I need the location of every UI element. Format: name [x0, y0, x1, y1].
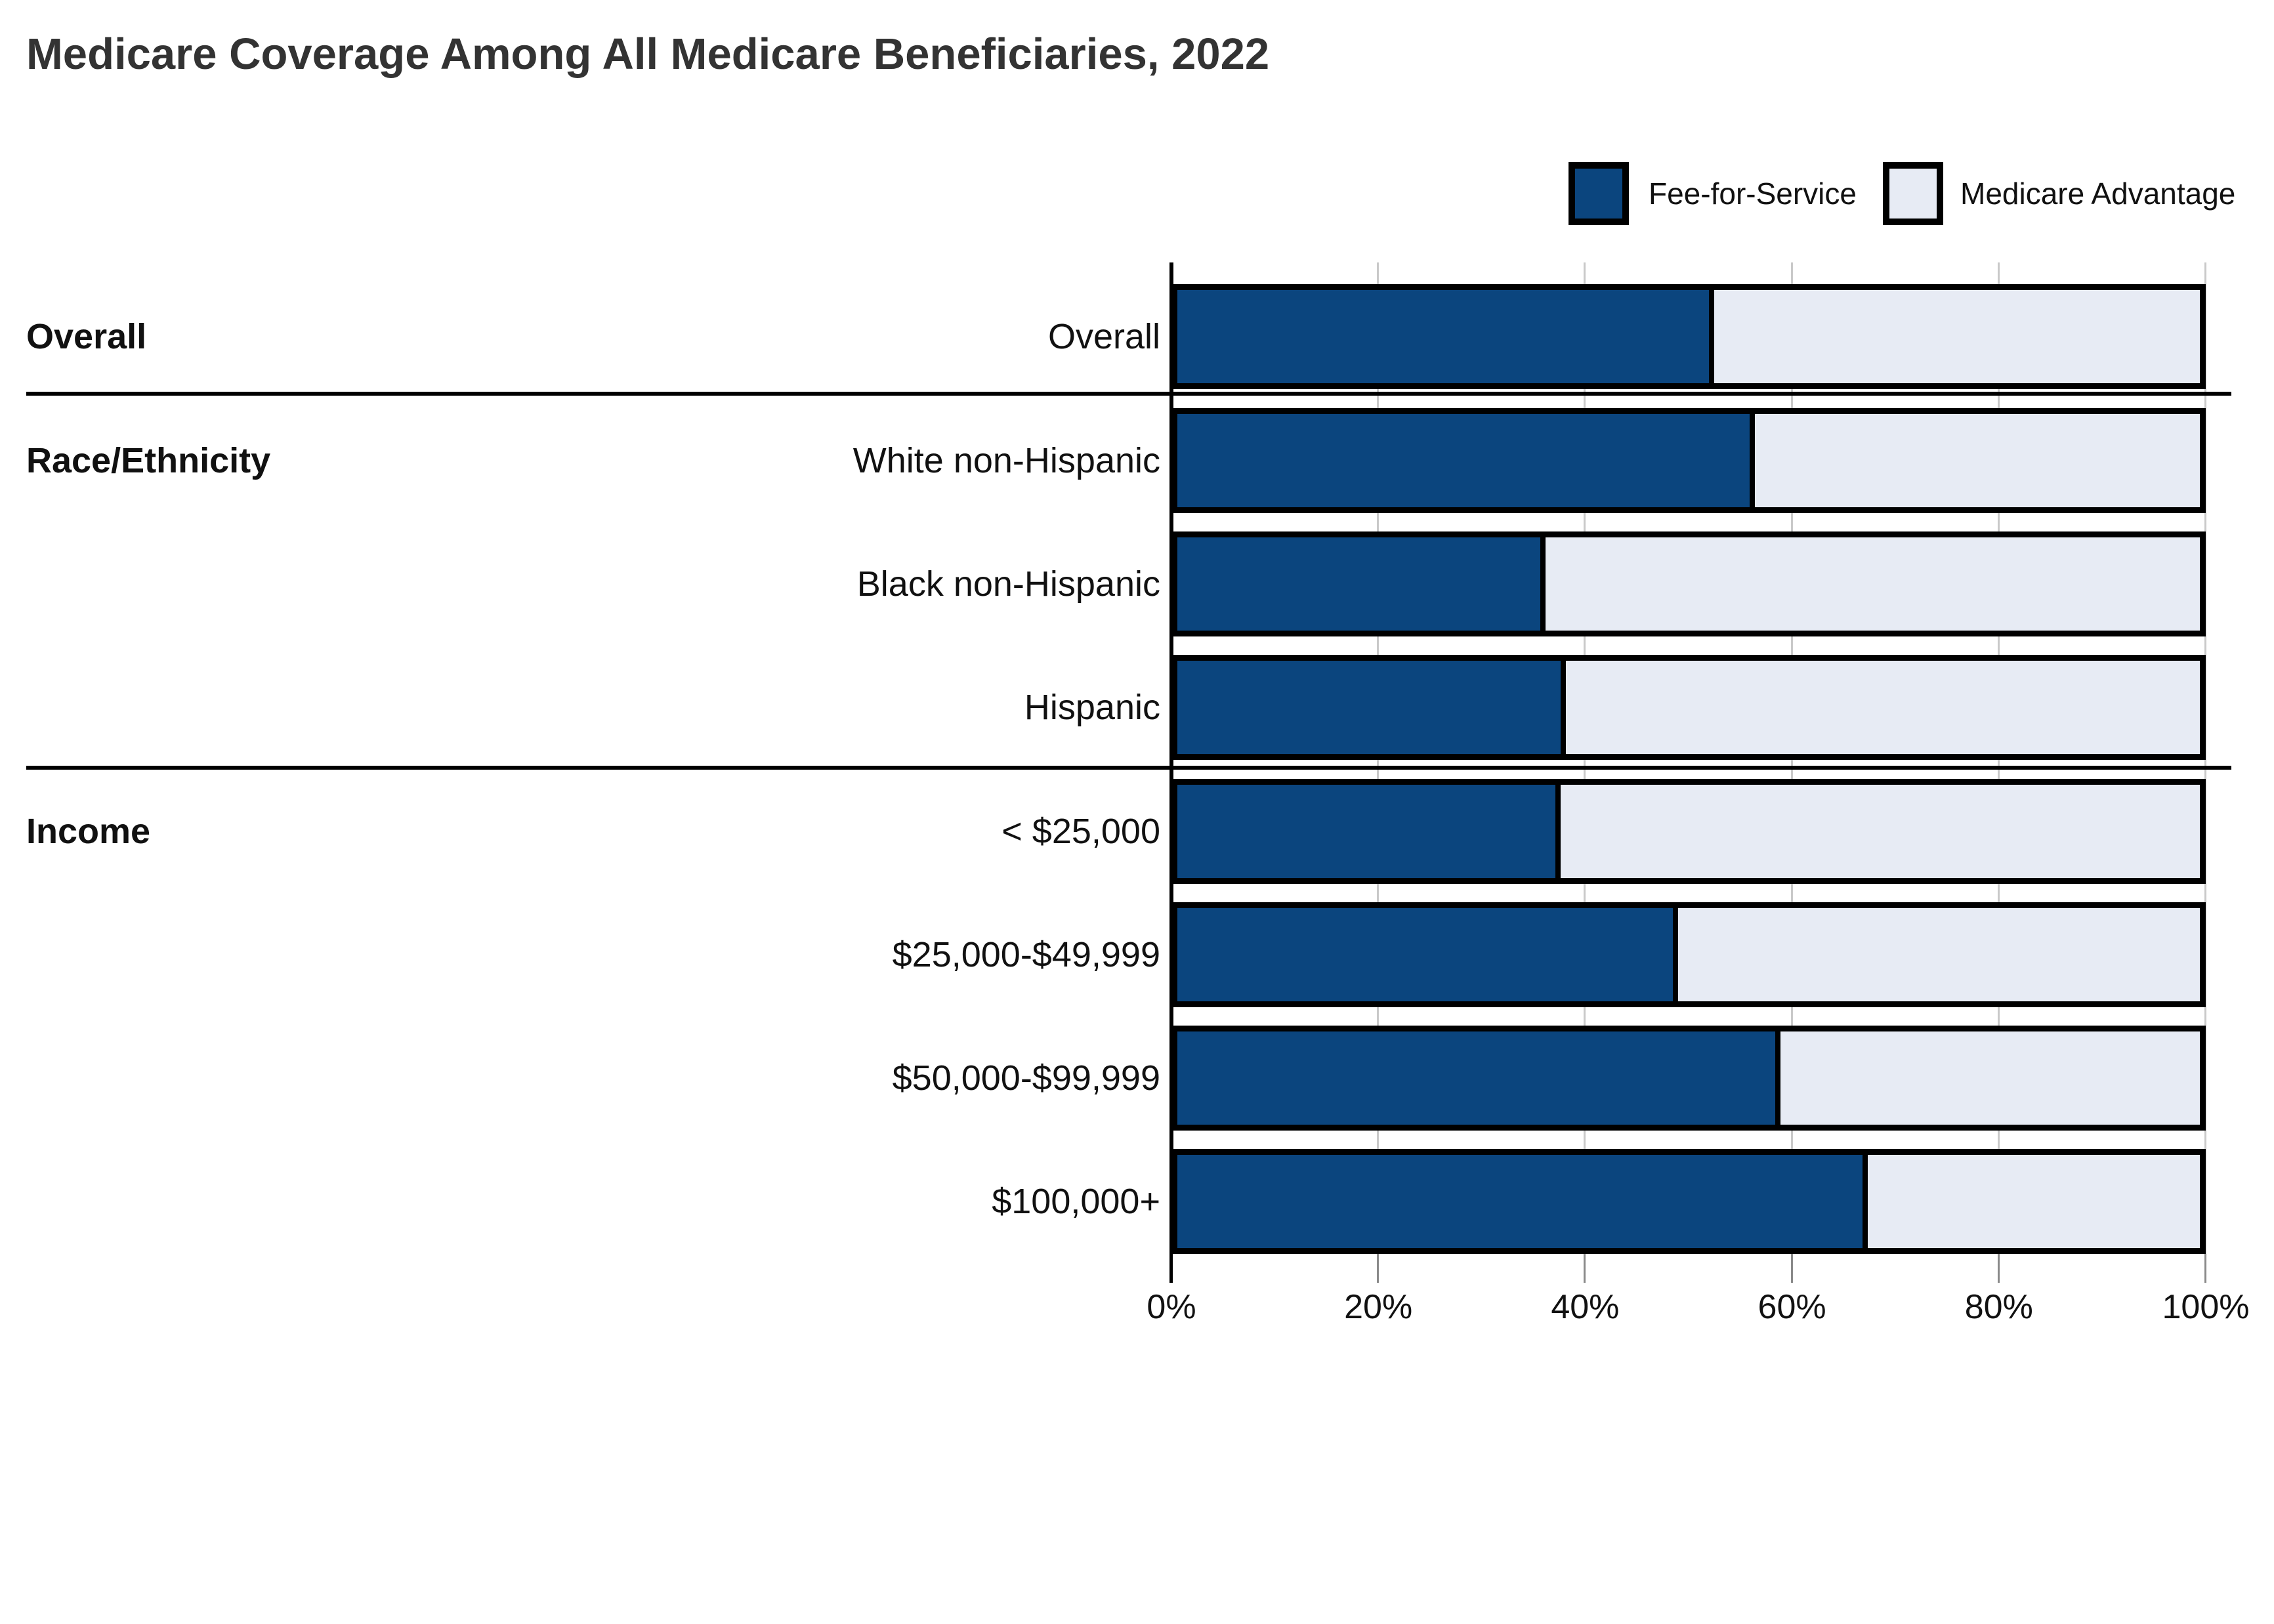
- group-label-overall: Overall: [26, 317, 147, 356]
- group-separator: [26, 766, 2231, 770]
- row-label: Overall: [1047, 317, 1160, 356]
- legend-swatch-medicare-advantage: [1883, 162, 1943, 225]
- x-axis-tick-label: 100%: [2162, 1288, 2250, 1326]
- legend-label-medicare-advantage: Medicare Advantage: [1960, 177, 2236, 211]
- axis-tick: [1584, 1254, 1586, 1283]
- group-separator: [26, 392, 2231, 396]
- row-label: Hispanic: [1024, 688, 1160, 727]
- axis-tick: [1169, 1254, 1173, 1283]
- legend-label-fee-for-service: Fee-for-Service: [1649, 177, 1857, 211]
- x-axis-tick-label: 0%: [1147, 1288, 1196, 1326]
- x-axis-tick-label: 80%: [1964, 1288, 2033, 1326]
- bar-segment-fee-for-service: [1177, 537, 1546, 631]
- x-axis-tick-label: 40%: [1551, 1288, 1620, 1326]
- bar-white-non-hispanic: [1171, 408, 2206, 513]
- bar-overall: [1171, 284, 2206, 389]
- bar-segment-fee-for-service: [1177, 785, 1561, 878]
- axis-tick: [1377, 1254, 1379, 1283]
- row-label: Black non-Hispanic: [856, 564, 1160, 604]
- bar-segment-fee-for-service: [1177, 908, 1679, 1001]
- bar-black-non-hispanic: [1171, 531, 2206, 636]
- bar-segment-fee-for-service: [1177, 1155, 1868, 1248]
- legend-swatch-fee-for-service: [1569, 162, 1629, 225]
- bar-segment-fee-for-service: [1177, 414, 1756, 507]
- row-label: White non-Hispanic: [853, 441, 1160, 480]
- bar--50-000-99-999: [1171, 1026, 2206, 1131]
- row-label: $25,000-$49,999: [892, 935, 1160, 974]
- axis-tick: [2204, 1254, 2206, 1283]
- bar--100-000-: [1171, 1149, 2206, 1254]
- row-label: < $25,000: [1001, 812, 1160, 851]
- group-label-income: Income: [26, 812, 151, 851]
- bar-segment-fee-for-service: [1177, 661, 1567, 754]
- row-label: $100,000+: [992, 1182, 1160, 1221]
- x-axis-tick-label: 60%: [1758, 1288, 1826, 1326]
- bar-hispanic: [1171, 655, 2206, 760]
- axis-tick: [1997, 1254, 2000, 1283]
- bar-segment-fee-for-service: [1177, 290, 1714, 383]
- bar--25-000-49-999: [1171, 902, 2206, 1007]
- row-label: $50,000-$99,999: [892, 1058, 1160, 1098]
- group-label-race-ethnicity: Race/Ethnicity: [26, 441, 271, 480]
- chart-title: Medicare Coverage Among All Medicare Ben…: [26, 30, 1270, 79]
- bar-segment-fee-for-service: [1177, 1031, 1781, 1125]
- y-axis-line: [1169, 262, 1173, 1254]
- axis-tick: [1790, 1254, 1793, 1283]
- x-axis-tick-label: 20%: [1344, 1288, 1413, 1326]
- bar--25-000: [1171, 779, 2206, 884]
